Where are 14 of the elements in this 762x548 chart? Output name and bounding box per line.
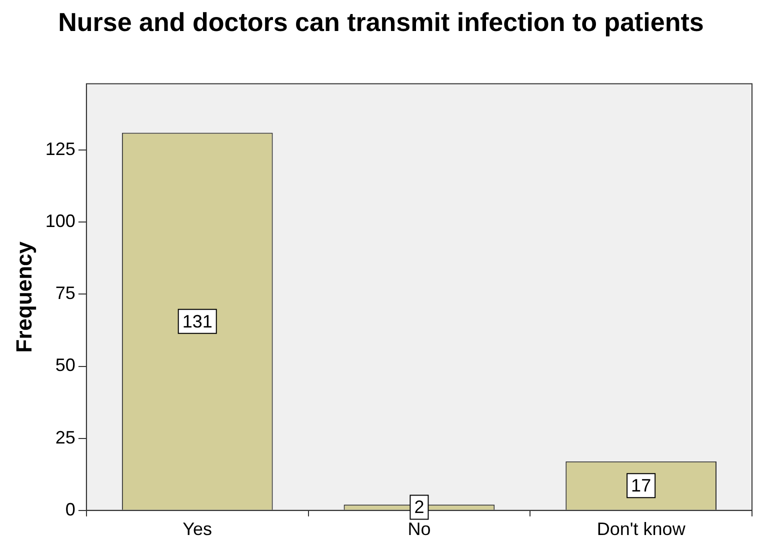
y-axis-title: Frequency bbox=[11, 240, 36, 353]
data-label: 2 bbox=[414, 497, 424, 518]
y-tick-label: 0 bbox=[65, 499, 76, 520]
y-tick-label: 100 bbox=[45, 211, 76, 232]
chart-title: Nurse and doctors can transmit infection to patients bbox=[57, 7, 705, 39]
data-label: 17 bbox=[631, 476, 652, 496]
y-tick-label: 75 bbox=[55, 283, 76, 304]
y-tick-label: 25 bbox=[55, 427, 76, 448]
data-label: 131 bbox=[182, 311, 212, 332]
x-tick-label: No bbox=[408, 519, 431, 540]
x-tick-label: Yes bbox=[182, 519, 212, 540]
y-tick-label: 125 bbox=[45, 139, 76, 160]
y-tick-label: 50 bbox=[55, 355, 76, 376]
x-tick-label: Don't know bbox=[596, 519, 686, 540]
